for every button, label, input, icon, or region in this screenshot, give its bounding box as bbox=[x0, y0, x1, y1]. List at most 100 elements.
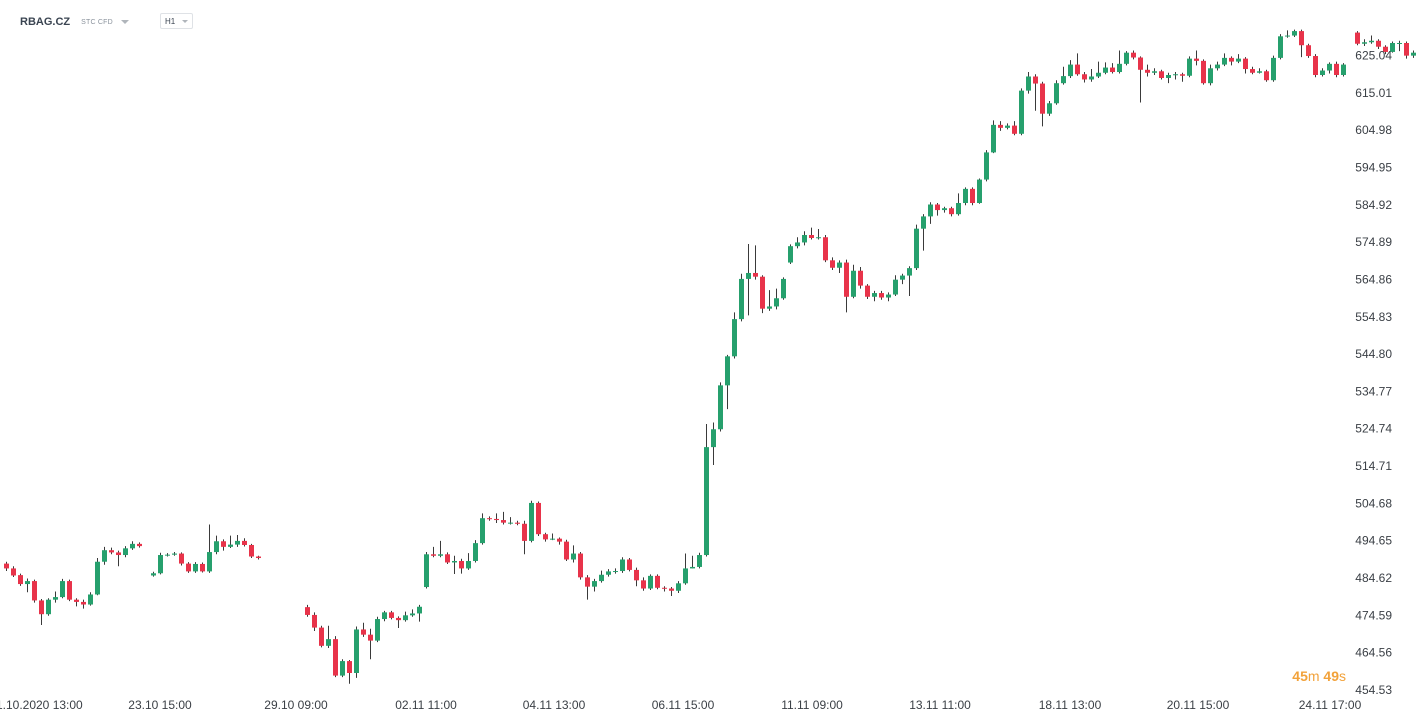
candle-up[interactable] bbox=[1320, 70, 1325, 75]
candle-up[interactable] bbox=[473, 543, 478, 561]
candle-up[interactable] bbox=[382, 612, 387, 620]
candle-up[interactable] bbox=[480, 518, 485, 544]
candle-down[interactable] bbox=[809, 235, 814, 238]
candle-down[interactable] bbox=[1201, 60, 1206, 84]
candle-up[interactable] bbox=[788, 246, 793, 263]
candle-up[interactable] bbox=[606, 571, 611, 575]
candle-down[interactable] bbox=[662, 587, 667, 589]
candle-up[interactable] bbox=[102, 550, 107, 562]
candle-up[interactable] bbox=[508, 522, 513, 524]
candle-up[interactable] bbox=[739, 278, 744, 320]
candle-up[interactable] bbox=[1187, 58, 1192, 76]
candle-up[interactable] bbox=[1208, 68, 1213, 84]
candle-down[interactable] bbox=[1383, 46, 1388, 52]
candle-up[interactable] bbox=[893, 279, 898, 295]
candle-down[interactable] bbox=[347, 661, 352, 673]
candle-down[interactable] bbox=[1040, 83, 1045, 114]
candle-down[interactable] bbox=[753, 272, 758, 277]
candle-down[interactable] bbox=[109, 550, 114, 553]
candle-up[interactable] bbox=[725, 356, 730, 386]
candle-down[interactable] bbox=[858, 270, 863, 286]
candle-up[interactable] bbox=[767, 306, 772, 309]
candle-up[interactable] bbox=[95, 561, 100, 595]
candle-down[interactable] bbox=[669, 588, 674, 591]
candle-up[interactable] bbox=[1362, 42, 1367, 44]
candle-up[interactable] bbox=[872, 293, 877, 297]
candle-up[interactable] bbox=[235, 540, 240, 545]
candle-up[interactable] bbox=[88, 594, 93, 605]
candle-down[interactable] bbox=[760, 276, 765, 309]
candle-up[interactable] bbox=[354, 629, 359, 673]
candle-up[interactable] bbox=[1089, 76, 1094, 80]
candle-up[interactable] bbox=[1068, 64, 1073, 77]
candle-up[interactable] bbox=[1292, 31, 1297, 36]
candle-up[interactable] bbox=[690, 566, 695, 569]
candle-down[interactable] bbox=[1299, 31, 1304, 46]
candle-up[interactable] bbox=[774, 298, 779, 307]
chevron-down-icon[interactable] bbox=[120, 20, 129, 24]
candle-up[interactable] bbox=[417, 606, 422, 614]
candle-down[interactable] bbox=[1082, 74, 1087, 80]
candle-up[interactable] bbox=[732, 319, 737, 357]
candle-down[interactable] bbox=[634, 569, 639, 581]
candle-down[interactable] bbox=[81, 601, 86, 605]
candle-down[interactable] bbox=[116, 552, 121, 556]
candle-up[interactable] bbox=[1173, 74, 1178, 76]
candle-down[interactable] bbox=[949, 208, 954, 215]
candle-up[interactable] bbox=[46, 599, 51, 615]
candle-down[interactable] bbox=[445, 554, 450, 563]
candle-down[interactable] bbox=[1404, 42, 1409, 56]
candle-down[interactable] bbox=[389, 612, 394, 618]
candle-up[interactable] bbox=[781, 278, 786, 299]
candle-up[interactable] bbox=[207, 552, 212, 572]
candle-up[interactable] bbox=[599, 574, 604, 582]
candle-down[interactable] bbox=[312, 614, 317, 628]
candle-down[interactable] bbox=[494, 518, 499, 521]
candle-down[interactable] bbox=[242, 540, 247, 545]
candle-up[interactable] bbox=[1061, 76, 1066, 84]
candle-up[interactable] bbox=[676, 583, 681, 591]
candle-up[interactable] bbox=[1047, 103, 1052, 114]
candle-down[interactable] bbox=[137, 543, 142, 547]
candle-up[interactable] bbox=[683, 568, 688, 584]
candle-up[interactable] bbox=[886, 294, 891, 298]
candle-up[interactable] bbox=[172, 553, 177, 555]
candle-up[interactable] bbox=[795, 242, 800, 247]
candle-down[interactable] bbox=[256, 556, 261, 559]
candle-up[interactable] bbox=[410, 613, 415, 616]
candle-down[interactable] bbox=[515, 522, 520, 524]
candle-down[interactable] bbox=[998, 124, 1003, 128]
candle-up[interactable] bbox=[697, 555, 702, 567]
candle-down[interactable] bbox=[39, 600, 44, 615]
candle-up[interactable] bbox=[984, 152, 989, 180]
candle-down[interactable] bbox=[74, 599, 79, 602]
candle-down[interactable] bbox=[557, 538, 562, 542]
candle-down[interactable] bbox=[522, 523, 527, 541]
candle-down[interactable] bbox=[179, 553, 184, 564]
candle-up[interactable] bbox=[914, 228, 919, 269]
candle-up[interactable] bbox=[942, 208, 947, 211]
candle-up[interactable] bbox=[214, 541, 219, 553]
candle-up[interactable] bbox=[977, 179, 982, 204]
candle-up[interactable] bbox=[1257, 71, 1262, 73]
candle-up[interactable] bbox=[571, 553, 576, 560]
candle-up[interactable] bbox=[1005, 125, 1010, 128]
candle-up[interactable] bbox=[340, 661, 345, 676]
candle-up[interactable] bbox=[592, 581, 597, 587]
candle-down[interactable] bbox=[935, 204, 940, 211]
candle-up[interactable] bbox=[816, 237, 821, 239]
candle-up[interactable] bbox=[228, 544, 233, 547]
candle-up[interactable] bbox=[158, 555, 163, 574]
candle-up[interactable] bbox=[718, 385, 723, 430]
candle-down[interactable] bbox=[431, 554, 436, 556]
candle-up[interactable] bbox=[928, 204, 933, 217]
candle-down[interactable] bbox=[543, 534, 548, 540]
candle-up[interactable] bbox=[1117, 63, 1122, 73]
candle-up[interactable] bbox=[438, 554, 443, 556]
candle-down[interactable] bbox=[1075, 64, 1080, 75]
candle-down[interactable] bbox=[459, 560, 464, 569]
candle-down[interactable] bbox=[1306, 45, 1311, 57]
candle-up[interactable] bbox=[550, 538, 555, 540]
candle-up[interactable] bbox=[704, 447, 709, 556]
candle-up[interactable] bbox=[963, 188, 968, 204]
